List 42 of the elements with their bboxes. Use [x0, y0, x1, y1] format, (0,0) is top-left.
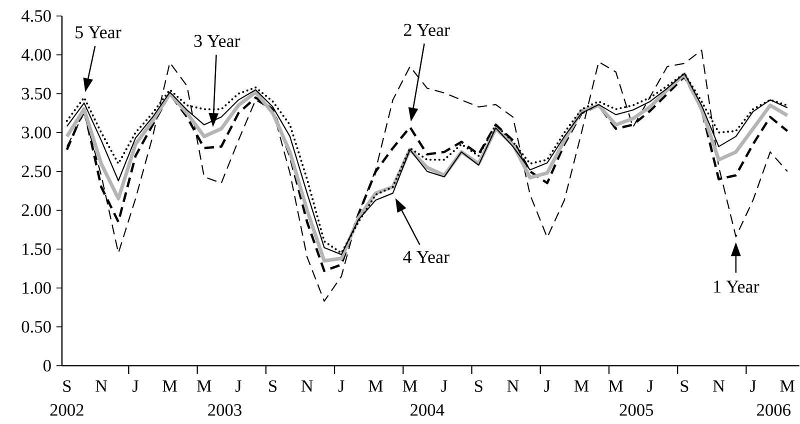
y-tick-label: 3.50 [22, 88, 51, 100]
y-tick-label: 1.00 [22, 282, 51, 294]
x-tick-label: J [441, 380, 448, 392]
text: 2002 [50, 404, 84, 416]
x-tick-label: J [544, 380, 550, 392]
annotation: 5 Year [76, 26, 122, 39]
x-tick-label: J [750, 380, 756, 392]
text: 2005 [620, 404, 654, 416]
x-tick-label: J [338, 380, 344, 392]
x-tick-label: S [680, 380, 688, 392]
x-tick-label: J [647, 380, 654, 392]
x-tick-label: M [780, 380, 795, 392]
annotation: 3 Year [194, 35, 240, 48]
x-tick-label: S [474, 380, 482, 392]
x-tick-label: M [162, 380, 178, 392]
annotation: 4 Year [403, 251, 450, 264]
y-tick-label: 2.50 [22, 166, 51, 178]
annotation: 1 Year [714, 280, 760, 293]
x-tick-label: N [507, 380, 519, 392]
x-tick-label: M [608, 380, 624, 392]
y-tick-label: 0.50 [22, 321, 51, 333]
x-tick-label: S [63, 380, 71, 392]
x-tick-label: N [301, 380, 313, 392]
x-tick-label: M [196, 380, 212, 392]
text: 2006 [757, 404, 790, 416]
x-tick-label: M [574, 380, 589, 392]
y-tick-label: 3.00 [22, 126, 51, 139]
text: 2003 [208, 404, 242, 416]
x-tick-label: M [368, 380, 383, 392]
x-tick-label: S [269, 380, 277, 392]
y-tick-label: 1.50 [22, 243, 51, 256]
annotation: 2 Year [404, 24, 450, 36]
y-tick-label: 4.50 [21, 10, 51, 22]
y-tick-label: 4.00 [21, 49, 51, 61]
x-tick-label: N [712, 380, 725, 392]
x-tick-label: M [402, 380, 418, 392]
y-tick-label: 2.00 [22, 204, 51, 216]
x-tick-label: J [132, 380, 139, 392]
y-tick-label: 0 [43, 360, 51, 372]
x-tick-label: J [235, 380, 242, 392]
text: 2004 [410, 404, 444, 416]
x-tick-label: N [95, 380, 108, 392]
